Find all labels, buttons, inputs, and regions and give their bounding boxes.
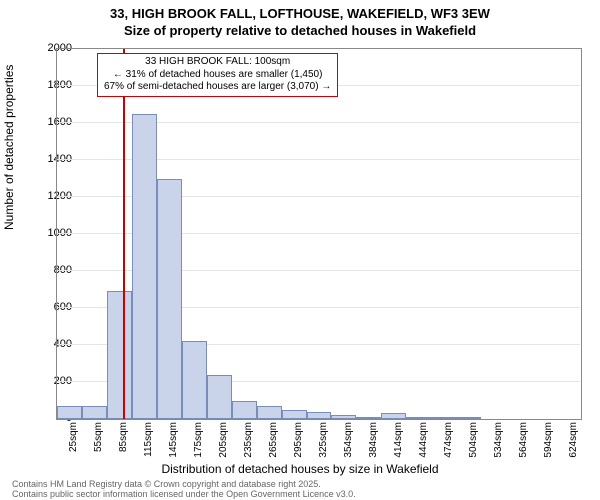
xtick-label: 235sqm (243, 422, 254, 462)
histogram-bar (57, 406, 82, 419)
histogram-bar (456, 417, 481, 419)
histogram-bar (282, 410, 307, 419)
xtick-label: 504sqm (468, 422, 479, 462)
histogram-bar (182, 341, 207, 419)
plot-area: 33 HIGH BROOK FALL: 100sqm ← 31% of deta… (56, 48, 582, 420)
xtick-label: 205sqm (218, 422, 229, 462)
xtick-label: 325sqm (318, 422, 329, 462)
xtick-label: 534sqm (493, 422, 504, 462)
annotation-line2: ← 31% of detached houses are smaller (1,… (104, 69, 331, 82)
footer-text: Contains HM Land Registry data © Crown c… (12, 480, 356, 500)
xtick-label: 295sqm (293, 422, 304, 462)
y-axis-label: Number of detached properties (2, 65, 16, 230)
chart-title-line1: 33, HIGH BROOK FALL, LOFTHOUSE, WAKEFIEL… (0, 0, 600, 23)
histogram-bar (157, 179, 182, 420)
xtick-label: 444sqm (418, 422, 429, 462)
xtick-label: 474sqm (443, 422, 454, 462)
xtick-label: 85sqm (118, 422, 129, 462)
histogram-bar (257, 406, 282, 419)
histogram-bar (431, 417, 456, 419)
xtick-label: 624sqm (568, 422, 579, 462)
xtick-label: 115sqm (143, 422, 154, 462)
histogram-bar (132, 114, 157, 419)
xtick-label: 594sqm (543, 422, 554, 462)
histogram-bar (331, 415, 356, 419)
chart-container: 33, HIGH BROOK FALL, LOFTHOUSE, WAKEFIEL… (0, 0, 600, 500)
xtick-label: 384sqm (368, 422, 379, 462)
xtick-label: 25sqm (68, 422, 79, 462)
xtick-label: 564sqm (518, 422, 529, 462)
histogram-bar (107, 291, 132, 419)
xtick-label: 145sqm (168, 422, 179, 462)
xtick-label: 354sqm (343, 422, 354, 462)
footer-line2: Contains public sector information licen… (12, 490, 356, 500)
histogram-bar (82, 406, 107, 419)
histogram-bar (381, 413, 406, 419)
histogram-bar (207, 375, 232, 419)
xtick-label: 265sqm (268, 422, 279, 462)
xtick-label: 414sqm (393, 422, 404, 462)
annotation-line3: 67% of semi-detached houses are larger (… (104, 81, 331, 94)
annotation-line1: 33 HIGH BROOK FALL: 100sqm (104, 56, 331, 69)
x-axis-label: Distribution of detached houses by size … (0, 462, 600, 476)
chart-title-line2: Size of property relative to detached ho… (0, 23, 600, 40)
annotation-box: 33 HIGH BROOK FALL: 100sqm ← 31% of deta… (97, 53, 338, 97)
histogram-bar (356, 417, 381, 419)
xtick-label: 55sqm (93, 422, 104, 462)
histogram-bar (232, 401, 257, 420)
histogram-bar (406, 417, 431, 419)
marker-line (123, 49, 125, 419)
xtick-label: 175sqm (193, 422, 204, 462)
histogram-bar (307, 412, 332, 419)
